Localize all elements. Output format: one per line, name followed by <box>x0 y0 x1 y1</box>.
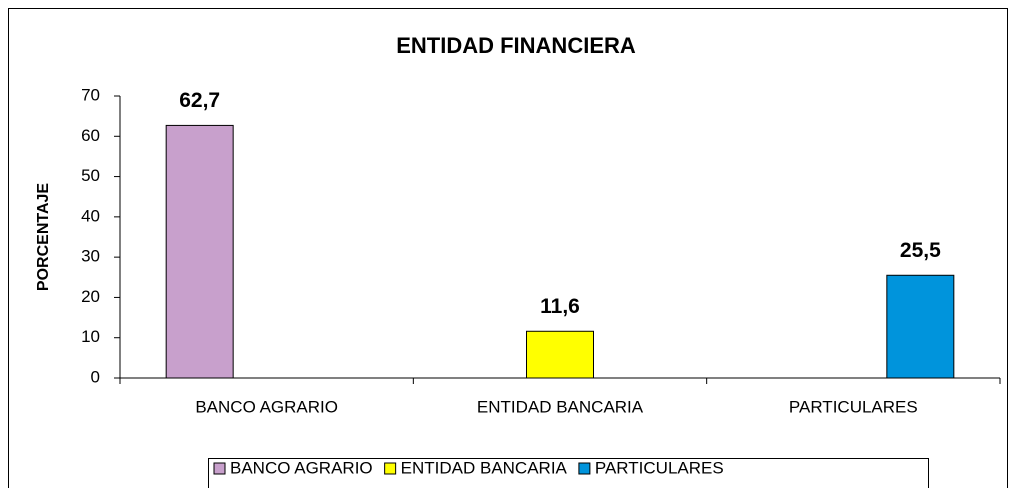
y-axis-label: PORCENTAJE <box>35 183 52 291</box>
y-tick-label: 40 <box>81 206 100 225</box>
legend-swatch <box>213 462 226 475</box>
value-label: 25,5 <box>900 239 941 262</box>
x-tick-label: BANCO AGRARIO <box>195 397 338 416</box>
y-tick-label: 20 <box>81 287 100 306</box>
legend-label: PARTICULARES <box>595 458 724 477</box>
legend-label: BANCO AGRARIO <box>230 458 373 477</box>
y-tick-label: 70 <box>81 85 100 104</box>
legend-swatch <box>384 462 397 475</box>
bar <box>526 330 594 379</box>
bar <box>165 124 234 379</box>
bar <box>886 274 955 379</box>
value-label: 62,7 <box>179 89 220 112</box>
legend-label: ENTIDAD BANCARIA <box>401 458 568 477</box>
legend <box>208 458 929 488</box>
x-tick-label: ENTIDAD BANCARIA <box>477 397 644 416</box>
y-tick-label: 30 <box>81 247 100 266</box>
x-tick-label: PARTICULARES <box>789 397 918 416</box>
y-tick-label: 50 <box>81 166 100 185</box>
y-tick-label: 60 <box>81 126 100 145</box>
y-tick-label: 0 <box>91 367 100 386</box>
legend-swatch <box>578 462 591 475</box>
y-tick-label: 10 <box>81 327 100 346</box>
value-label: 11,6 <box>540 295 580 318</box>
chart-title: ENTIDAD FINANCIERA <box>396 33 636 58</box>
